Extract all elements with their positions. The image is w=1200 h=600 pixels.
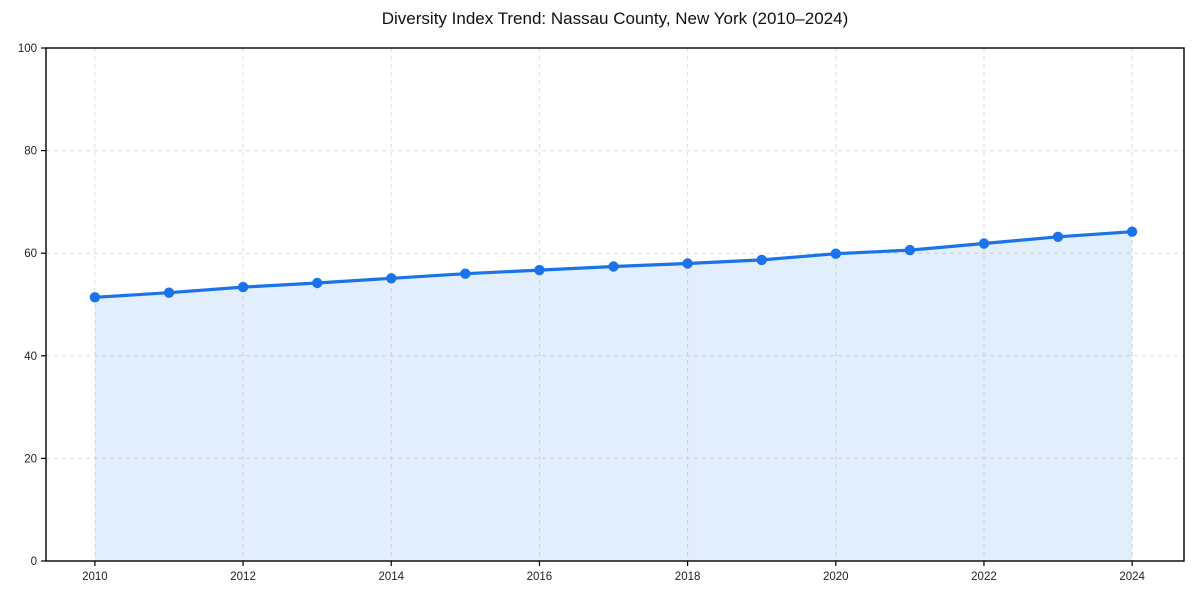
- y-tick-label-100: 100: [18, 43, 37, 55]
- y-tick-label-20: 20: [24, 453, 37, 465]
- data-point-2021: [904, 244, 916, 256]
- data-point-2022: [978, 238, 990, 249]
- plot-border: [45, 47, 1185, 562]
- data-point-2019: [756, 254, 767, 266]
- x-tick-label-2010: 2010: [82, 571, 108, 583]
- data-point-2017: [608, 261, 619, 272]
- data-point-2012: [237, 281, 249, 293]
- x-tick-label-2018: 2018: [675, 571, 701, 583]
- data-point-2023: [1052, 231, 1064, 242]
- y-tick-label-0: 0: [31, 556, 37, 568]
- x-tick-label-2024: 2024: [1119, 571, 1145, 583]
- data-point-2011: [163, 287, 175, 298]
- x-tick-label-2014: 2014: [378, 571, 404, 583]
- x-tick-label-2020: 2020: [823, 571, 849, 583]
- y-tick-label-60: 60: [24, 248, 37, 260]
- data-point-2013: [312, 277, 323, 289]
- data-point-2016: [534, 264, 545, 276]
- chart-title: Diversity Index Trend: Nassau County, Ne…: [381, 9, 849, 28]
- y-tick-label-40: 40: [24, 351, 37, 363]
- y-tick-label-80: 80: [24, 146, 37, 158]
- data-point-2024: [1126, 226, 1138, 237]
- x-tick-label-2012: 2012: [230, 571, 256, 583]
- data-point-2010: [89, 292, 101, 303]
- data-point-2020: [830, 248, 841, 259]
- plot-background: [46, 48, 1184, 561]
- x-tick-label-2022: 2022: [971, 571, 997, 583]
- data-point-2014: [386, 273, 397, 284]
- x-tick-label-2016: 2016: [527, 571, 553, 583]
- area-fill: [94, 231, 1133, 561]
- data-point-2018: [682, 258, 693, 269]
- data-point-2015: [460, 268, 471, 279]
